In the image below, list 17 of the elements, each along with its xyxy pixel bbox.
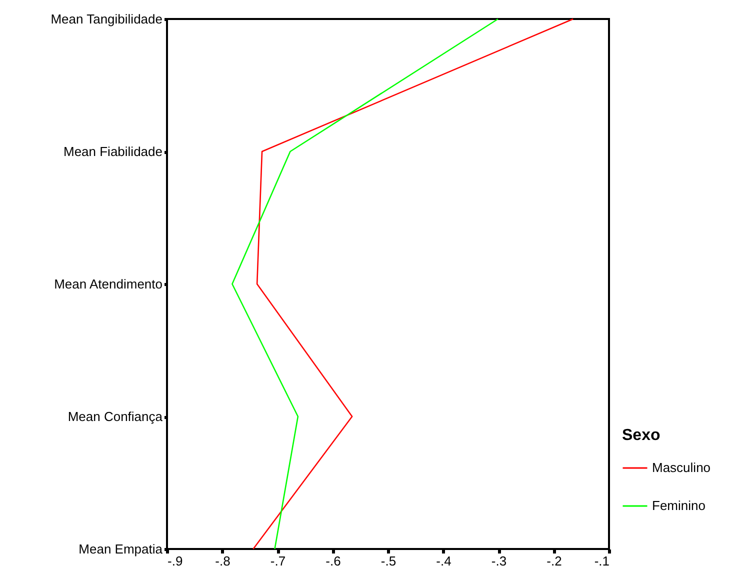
x-tick-label: -.6 xyxy=(326,554,341,568)
x-tick-label: -.2 xyxy=(546,554,562,568)
y-tick-label: Mean Atendimento xyxy=(54,276,162,292)
x-tick-label: -.7 xyxy=(270,554,286,568)
x-tick-label: -.5 xyxy=(380,554,396,568)
x-tick-label: -.8 xyxy=(215,554,230,568)
legend-label: Feminino xyxy=(652,498,706,513)
legend-label: Masculino xyxy=(652,460,711,475)
y-tick-label: Mean Empatia xyxy=(78,542,164,556)
x-tick-label: -.3 xyxy=(491,554,507,568)
y-tick-label: Mean Fiabilidade xyxy=(63,144,162,159)
y-tick-label: Mean Tangibilidade xyxy=(50,12,162,26)
x-tick-label: -.1 xyxy=(594,554,610,568)
x-tick-label: -.4 xyxy=(436,554,452,568)
x-tick-label: -.9 xyxy=(168,554,183,568)
legend-title: Sexo xyxy=(622,427,660,444)
y-tick-label: Mean Confiança xyxy=(68,409,164,424)
